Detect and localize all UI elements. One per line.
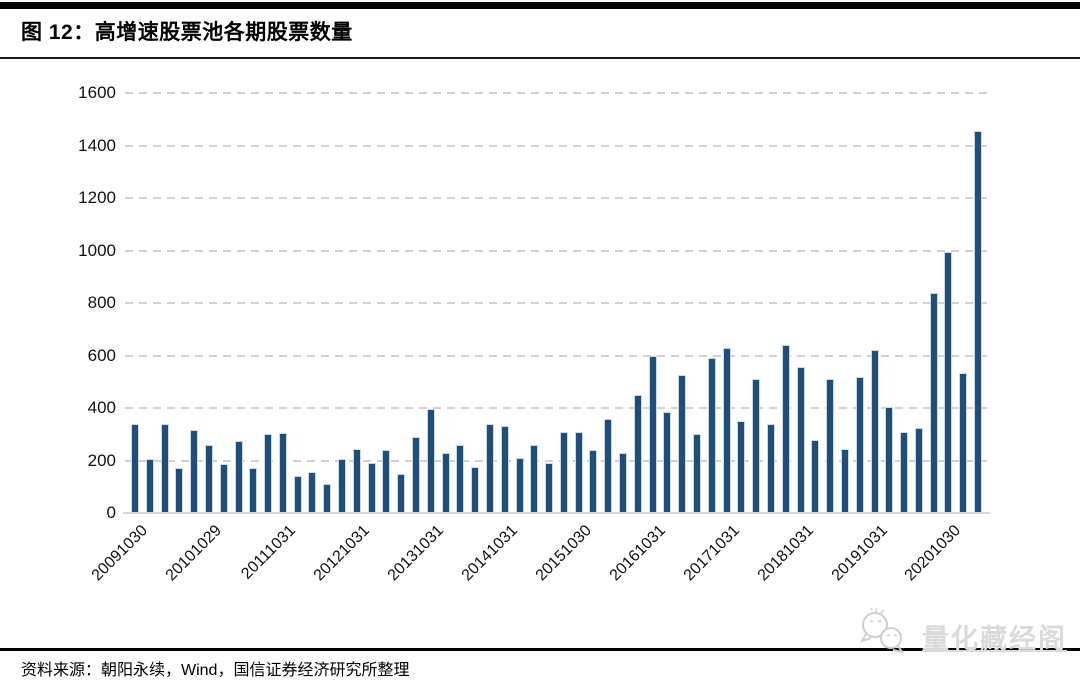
y-axis-tick-label: 1200 [78,188,116,207]
bar [485,423,494,513]
bar [959,372,968,513]
bar [426,409,435,513]
y-axis-tick-label: 1000 [78,240,116,260]
bar [500,426,509,513]
bar [781,345,790,513]
bar [249,468,258,513]
y-axis-tick-label: 0 [106,503,116,522]
bar [737,421,746,513]
bar [338,459,347,513]
bottom-divider-rule [0,648,1080,651]
bar [633,394,642,513]
bar [826,379,835,513]
bar [352,448,361,513]
y-grid-line [125,459,990,462]
y-grid-line [125,249,990,252]
bar [900,431,909,513]
bar [574,431,583,513]
bar [707,358,716,513]
bar [456,444,465,513]
bar [914,427,923,513]
y-axis-tick-label: 600 [87,345,116,365]
bar [293,476,302,513]
source-note: 资料来源：朝阳永续，Wind，国信证券经济研究所整理 [21,662,410,679]
bar [604,418,613,513]
bar [545,463,554,513]
bar [145,459,154,513]
bar [944,251,953,513]
bar [234,440,243,513]
bar [663,411,672,513]
bar [678,375,687,513]
bar [766,423,775,513]
y-axis-tick-label: 1600 [78,83,116,102]
bar [515,457,524,513]
figure-title: 图 12：高增速股票池各期股票数量 [21,21,353,44]
bar [559,431,568,513]
y-grid-line [125,144,990,147]
bar [840,448,849,513]
bar [929,292,938,513]
bar [308,472,317,513]
bar [397,473,406,513]
title-underline-rule [0,57,1080,59]
bar [278,432,287,513]
bar [722,347,731,513]
y-grid-line [125,197,990,199]
bar [190,430,199,513]
bar [648,355,657,513]
y-axis-tick-label: 1400 [78,135,116,155]
bar [811,439,820,513]
watermark-text: 量化藏经阁 [922,624,1067,654]
bar [589,450,598,513]
bar [870,350,879,513]
watermark: 量化藏经阁 [858,604,1067,659]
bar [752,379,761,513]
bar [471,467,480,513]
x-axis-baseline [123,512,990,514]
bar [885,406,894,513]
y-grid-line [125,92,990,94]
top-divider-bar [0,2,1080,9]
bar [974,131,983,513]
bar [160,423,169,513]
y-grid-line [125,302,990,304]
bar [693,434,702,513]
y-axis-tick-label: 400 [87,398,116,417]
bar [530,444,539,513]
y-grid-line [125,407,990,409]
y-axis-tick-label: 800 [87,293,116,312]
bar [855,376,864,513]
bar [323,484,332,513]
bar [131,423,139,513]
bar [412,436,420,513]
bar [175,468,184,513]
y-grid-line [125,354,990,357]
bar [367,463,376,513]
wechat-chat-bubbles-icon [858,604,916,659]
bar [796,367,805,513]
bar [441,452,450,513]
bar [204,444,213,513]
y-axis-tick-label: 200 [87,450,116,470]
bar [619,452,628,513]
bar [382,450,391,513]
bar [219,464,228,513]
bar [264,434,273,513]
